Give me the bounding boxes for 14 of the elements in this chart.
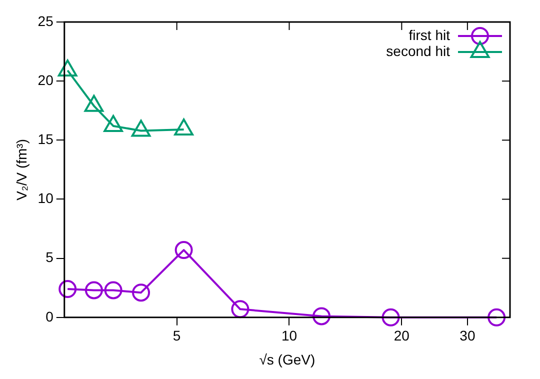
y-tick-label: 15 — [38, 131, 54, 148]
x-tick-label: 20 — [394, 328, 410, 344]
y-tick-label: 20 — [38, 72, 54, 88]
legend-label: second hit — [386, 42, 450, 59]
y-tick-label: 0 — [46, 308, 54, 324]
x-tick-label: 5 — [172, 328, 181, 344]
x-tick-label: 30 — [460, 328, 476, 344]
x-tick-label: 10 — [281, 328, 298, 344]
legend-label: first hit — [408, 26, 450, 43]
y-tick-label: 5 — [46, 249, 54, 266]
y-tick-label: 10 — [38, 190, 54, 206]
x-axis-title: √s (GeV) — [259, 351, 316, 368]
y-tick-label: 25 — [38, 12, 54, 29]
y-axis-title: V₂/V (fm³) — [13, 138, 30, 200]
